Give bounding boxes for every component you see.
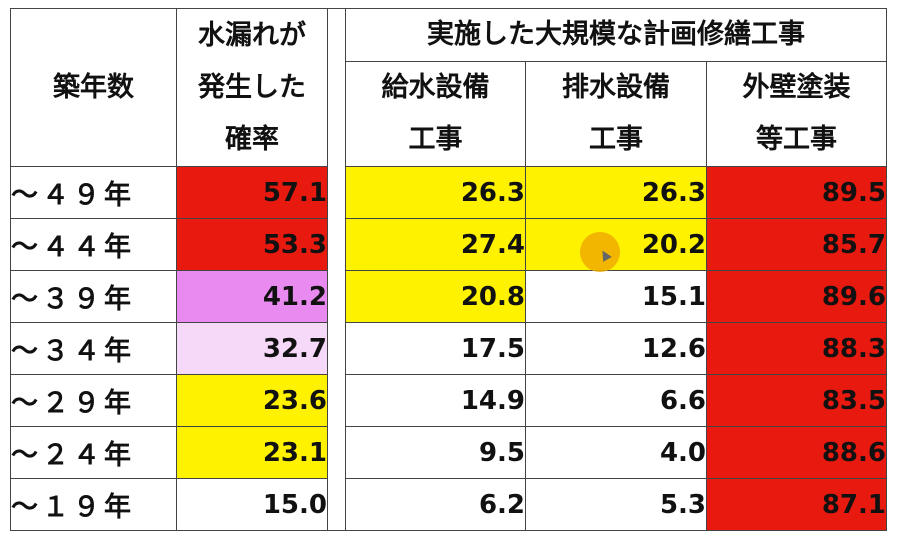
table-row: ～２９年 23.6 14.9 6.6 83.5 — [10, 374, 887, 427]
leak-cell: 53.3 — [176, 218, 328, 271]
table-row: ～４４年 53.3 27.4 20.2 85.7 — [10, 218, 887, 271]
leak-probability-header: 水漏れが 発生した 確率 — [176, 8, 328, 167]
wall-cell: 88.6 — [706, 426, 887, 479]
column-gap — [327, 8, 346, 531]
supply-header-line-1: 給水設備 — [381, 72, 490, 103]
supply-header-line-2: 工事 — [408, 124, 463, 155]
age-cell: ～２４年 — [10, 426, 177, 479]
age-cell: ～３４年 — [10, 322, 177, 375]
drain-cell: 4.0 — [525, 426, 707, 479]
supply-cell: 9.5 — [345, 426, 526, 479]
leak-header-line-2: 発生した — [198, 71, 306, 103]
age-cell: ～２９年 — [10, 374, 177, 427]
drain-header-line-1: 排水設備 — [562, 72, 670, 103]
table-row: ～３９年 41.2 20.8 15.1 89.6 — [10, 270, 887, 323]
leak-cell: 41.2 — [176, 270, 328, 323]
supply-cell: 26.3 — [345, 166, 526, 219]
leak-cell: 32.7 — [176, 322, 328, 375]
supply-cell: 6.2 — [345, 478, 526, 531]
supply-cell: 14.9 — [345, 374, 526, 427]
supply-header: 給水設備 工事 — [345, 61, 526, 167]
wall-header-line-2: 等工事 — [756, 124, 837, 155]
repair-group-header: 実施した大規模な計画修繕工事 — [345, 8, 887, 62]
supply-cell: 20.8 — [345, 270, 526, 323]
wall-cell: 89.5 — [706, 166, 887, 219]
drain-cell: 26.3 — [525, 166, 707, 219]
cursor-highlight — [580, 232, 620, 272]
supply-cell: 27.4 — [345, 218, 526, 271]
wall-cell: 89.6 — [706, 270, 887, 323]
drain-cell: 6.6 — [525, 374, 707, 427]
wall-cell: 83.5 — [706, 374, 887, 427]
wall-cell: 85.7 — [706, 218, 887, 271]
table-row: ～１９年 15.0 6.2 5.3 87.1 — [10, 478, 887, 531]
repair-statistics-table: 築年数 水漏れが 発生した 確率 実施した大規模な計画修繕工事 給水設備 工事 … — [10, 8, 887, 531]
wall-cell: 88.3 — [706, 322, 887, 375]
wall-header-line-1: 外壁塗装 — [742, 72, 851, 103]
drain-cell: 15.1 — [525, 270, 707, 323]
age-cell: ～３９年 — [10, 270, 177, 323]
wall-header: 外壁塗装 等工事 — [706, 61, 887, 167]
leak-header-line-1: 水漏れが — [198, 19, 306, 51]
age-cell: ～４４年 — [10, 218, 177, 271]
leak-cell: 23.1 — [176, 426, 328, 479]
leak-header-line-3: 確率 — [225, 123, 279, 155]
wall-cell: 87.1 — [706, 478, 887, 531]
age-cell: ～１９年 — [10, 478, 177, 531]
drain-header-line-2: 工事 — [589, 124, 643, 155]
leak-cell: 23.6 — [176, 374, 328, 427]
drain-cell: 5.3 — [525, 478, 707, 531]
age-header: 築年数 — [10, 8, 177, 167]
table-row: ～４９年 57.1 26.3 26.3 89.5 — [10, 166, 887, 219]
table-row: ～３４年 32.7 17.5 12.6 88.3 — [10, 322, 887, 375]
leak-cell: 57.1 — [176, 166, 328, 219]
supply-cell: 17.5 — [345, 322, 526, 375]
drain-header: 排水設備 工事 — [525, 61, 707, 167]
drain-cell: 12.6 — [525, 322, 707, 375]
age-cell: ～４９年 — [10, 166, 177, 219]
leak-cell: 15.0 — [176, 478, 328, 531]
table-row: ～２４年 23.1 9.5 4.0 88.6 — [10, 426, 887, 479]
